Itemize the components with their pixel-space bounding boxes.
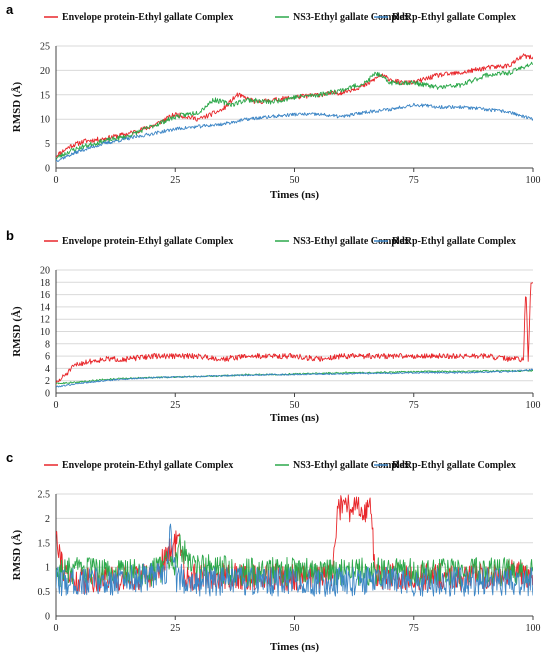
- panel-label: b: [6, 228, 14, 243]
- y-tick-label: 20: [40, 266, 50, 277]
- y-tick-label: 18: [40, 278, 50, 289]
- y-tick-label: 0: [45, 164, 50, 175]
- x-axis-label: Times (ns): [270, 641, 319, 653]
- y-tick-label: 1: [45, 563, 50, 574]
- y-tick-label: 10: [40, 327, 50, 338]
- panel-label: c: [6, 452, 13, 465]
- y-tick-label: 2: [45, 514, 50, 525]
- legend-entry: Envelope protein-Ethyl gallate Complex: [62, 460, 233, 471]
- x-tick-label: 0: [54, 623, 59, 634]
- y-tick-label: 16: [40, 290, 50, 301]
- x-tick-label: 75: [409, 623, 419, 634]
- y-axis-label: RMSD (Å): [11, 81, 23, 132]
- y-tick-label: 2: [45, 376, 50, 387]
- legend-entry: RdRp-Ethyl gallate Complex: [392, 460, 516, 471]
- series-line-2: [56, 61, 533, 160]
- series-line-2: [56, 534, 533, 588]
- x-tick-label: 0: [54, 175, 59, 186]
- series-line-3: [56, 368, 533, 388]
- y-tick-label: 6: [45, 352, 50, 363]
- chart-c: c 0 0.5 1 1.5 2 2.5 0 25 50 75 100 Times (ns) RMSD (Å…: [6, 452, 541, 653]
- x-tick-label: 75: [409, 400, 419, 411]
- y-axis-label: RMSD (Å): [11, 306, 23, 357]
- x-tick-label: 25: [170, 175, 180, 186]
- legend-entry: NS3-Ethyl gallate Complex: [293, 460, 409, 471]
- y-tick-label: 12: [40, 315, 50, 326]
- y-tick-label: 15: [40, 90, 50, 101]
- x-tick-label: 50: [290, 400, 300, 411]
- x-tick-label: 100: [526, 623, 541, 634]
- x-tick-label: 75: [409, 175, 419, 186]
- series-line-1: [56, 282, 533, 386]
- x-axis-label: Times (ns): [270, 189, 319, 201]
- x-tick-label: 100: [526, 400, 541, 411]
- series-line-1: [56, 53, 533, 158]
- legend-entry: RdRp-Ethyl gallate Complex: [392, 12, 516, 23]
- y-tick-label: 0: [45, 389, 50, 400]
- y-axis-label: RMSD (Å): [11, 529, 23, 580]
- chart-a: a 0 5 10 15 20 25 0 25 50 75 100 Times (ns) RMSD (Å) E…: [6, 2, 541, 201]
- y-tick-label: 2.5: [38, 490, 51, 501]
- x-tick-label: 50: [290, 623, 300, 634]
- chart-panel-a: a 0 5 10 15 20 25 0 25 50 75 100 Times (ns) RMSD (Å) E…: [0, 0, 550, 214]
- x-tick-label: 0: [54, 400, 59, 411]
- series-line-3: [56, 523, 533, 597]
- y-tick-label: 8: [45, 339, 50, 350]
- legend-entry: Envelope protein-Ethyl gallate Complex: [62, 12, 233, 23]
- y-tick-label: 4: [45, 364, 50, 375]
- x-tick-label: 25: [170, 623, 180, 634]
- chart-panel-b: b 0 2 4 6 8 10 12 14 16 18 20 0 25 50 75 100 Times (ns) RM…: [0, 226, 550, 436]
- y-tick-label: 10: [40, 115, 50, 126]
- x-tick-label: 50: [290, 175, 300, 186]
- chart-panel-c: c 0 0.5 1 1.5 2 2.5 0 25 50 75 100 Times (ns) RMSD (Å…: [0, 452, 550, 664]
- legend-entry: NS3-Ethyl gallate Complex: [293, 236, 409, 247]
- legend-entry: NS3-Ethyl gallate Complex: [293, 12, 409, 23]
- y-tick-label: 14: [40, 302, 50, 313]
- x-tick-label: 100: [526, 175, 541, 186]
- series-line-1: [56, 494, 533, 595]
- x-tick-label: 25: [170, 400, 180, 411]
- series-line-2: [56, 369, 533, 385]
- panel-label: a: [6, 2, 14, 17]
- y-tick-label: 1.5: [38, 538, 51, 549]
- legend-entry: Envelope protein-Ethyl gallate Complex: [62, 236, 233, 247]
- y-tick-label: 5: [45, 139, 50, 150]
- x-axis-label: Times (ns): [270, 412, 319, 424]
- y-tick-label: 25: [40, 42, 50, 53]
- series-line-3: [56, 102, 533, 162]
- legend-entry: RdRp-Ethyl gallate Complex: [392, 236, 516, 247]
- y-tick-label: 0.5: [38, 587, 51, 598]
- y-tick-label: 20: [40, 66, 50, 77]
- y-tick-label: 0: [45, 612, 50, 623]
